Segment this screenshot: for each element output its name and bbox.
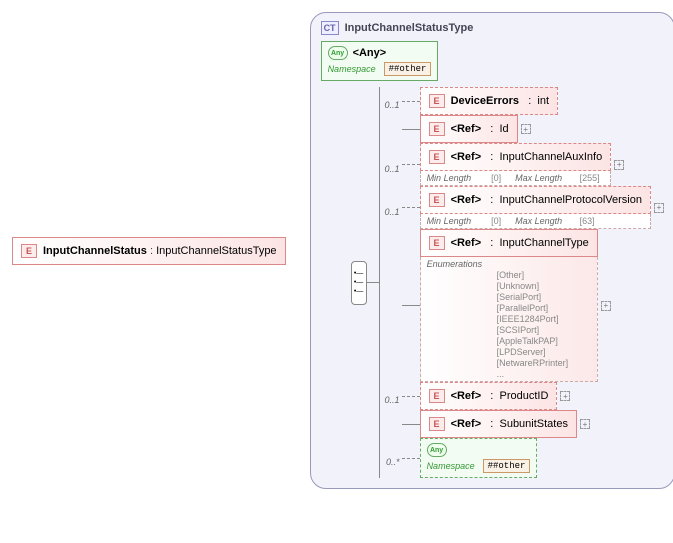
any-bottom: Any Namespace ##other xyxy=(420,438,538,478)
element-badge: E xyxy=(429,389,445,403)
any-badge: Any xyxy=(427,443,447,457)
ref-element: E<Ref> : SubunitStates xyxy=(420,410,577,438)
element-type: SubunitStates xyxy=(499,418,568,430)
expand-toggle[interactable]: + xyxy=(654,203,664,213)
root-name: InputChannelStatus xyxy=(43,245,147,257)
element-badge: E xyxy=(21,244,37,258)
any-badge: Any xyxy=(328,46,348,60)
element-badge: E xyxy=(429,417,445,431)
element-label: <Ref> xyxy=(451,123,482,135)
root-element: E InputChannelStatus : InputChannelStatu… xyxy=(12,237,286,265)
expand-toggle[interactable]: + xyxy=(580,419,590,429)
any-bottom-row: 0..* Any Namespace ##other xyxy=(380,438,664,478)
occurrence-label xyxy=(380,125,400,133)
ct-title: InputChannelStatusType xyxy=(345,22,474,34)
element-label: <Ref> xyxy=(451,418,482,430)
occurrence-label: 0..1 xyxy=(380,92,400,110)
element-label: <Ref> xyxy=(451,194,482,206)
occurrence-label: 0..1 xyxy=(380,199,400,217)
element-label: <Ref> xyxy=(451,151,482,163)
any-ns-key: Namespace xyxy=(427,461,475,471)
ref-element: E<Ref> : InputChannelProtocolVersion xyxy=(420,186,651,214)
ref-element: E<Ref> : InputChannelType xyxy=(420,229,598,257)
any-top-label: <Any> xyxy=(353,47,387,59)
ct-badge: CT xyxy=(321,21,339,35)
complextype-container: CT InputChannelStatusType Any <Any> Name… xyxy=(310,12,673,489)
element-label: <Ref> xyxy=(451,237,482,249)
diagram-root: E InputChannelStatus : InputChannelStatu… xyxy=(12,12,661,489)
children-column: 0..1EDeviceErrors : intE<Ref> : Id+0..1E… xyxy=(380,87,664,478)
occurrence-label xyxy=(380,420,400,428)
expand-toggle[interactable]: + xyxy=(614,160,624,170)
expand-toggle[interactable]: + xyxy=(601,301,611,311)
element-badge: E xyxy=(429,94,445,108)
expand-toggle[interactable]: + xyxy=(560,391,570,401)
element-type: Id xyxy=(499,123,508,135)
child-element: E<Ref> : Id+ xyxy=(380,115,664,143)
ref-element: E<Ref> : ProductID xyxy=(420,382,558,410)
child-element: 0..1E<Ref> : InputChannelAuxInfoMin Leng… xyxy=(380,143,664,186)
occurrence-label: 0..1 xyxy=(380,156,400,174)
meta-constraints: Min Length [0]Max Length [63] xyxy=(420,214,651,229)
meta-constraints: Min Length [0]Max Length [255] xyxy=(420,171,612,186)
meta-enumerations: Enumerations[Other][Unknown][SerialPort]… xyxy=(420,257,598,382)
child-element: E<Ref> : SubunitStates+ xyxy=(380,410,664,438)
element-badge: E xyxy=(429,122,445,136)
element-type: int xyxy=(537,95,549,107)
element-badge: E xyxy=(429,150,445,164)
element-label: <Ref> xyxy=(451,390,482,402)
ct-header: CT InputChannelStatusType xyxy=(321,21,664,35)
occurrence-label: 0..* xyxy=(380,449,400,467)
any-top: Any <Any> Namespace ##other xyxy=(321,41,439,81)
element-type: ProductID xyxy=(499,390,548,402)
simple-element: EDeviceErrors : int xyxy=(420,87,558,115)
any-ns-key: Namespace xyxy=(328,64,376,74)
element-label: DeviceErrors xyxy=(451,95,520,107)
root-type: InputChannelStatusType xyxy=(156,245,276,257)
element-type: InputChannelType xyxy=(499,237,588,249)
element-type: InputChannelAuxInfo xyxy=(499,151,602,163)
occurrence-label xyxy=(380,302,400,310)
element-badge: E xyxy=(429,236,445,250)
child-element: 0..1EDeviceErrors : int xyxy=(380,87,664,115)
ref-element: E<Ref> : Id xyxy=(420,115,518,143)
any-ns-val: ##other xyxy=(384,62,432,76)
any-ns-val: ##other xyxy=(483,459,531,473)
sequence-icon: •—•—•— xyxy=(351,261,367,305)
occurrence-label: 0..1 xyxy=(380,387,400,405)
element-badge: E xyxy=(429,193,445,207)
child-element: 0..1E<Ref> : InputChannelProtocolVersion… xyxy=(380,186,664,229)
expand-toggle[interactable]: + xyxy=(521,124,531,134)
ref-element: E<Ref> : InputChannelAuxInfo xyxy=(420,143,612,171)
element-type: InputChannelProtocolVersion xyxy=(499,194,641,206)
child-element: E<Ref> : InputChannelTypeEnumerations[Ot… xyxy=(380,229,664,382)
child-element: 0..1E<Ref> : ProductID+ xyxy=(380,382,664,410)
